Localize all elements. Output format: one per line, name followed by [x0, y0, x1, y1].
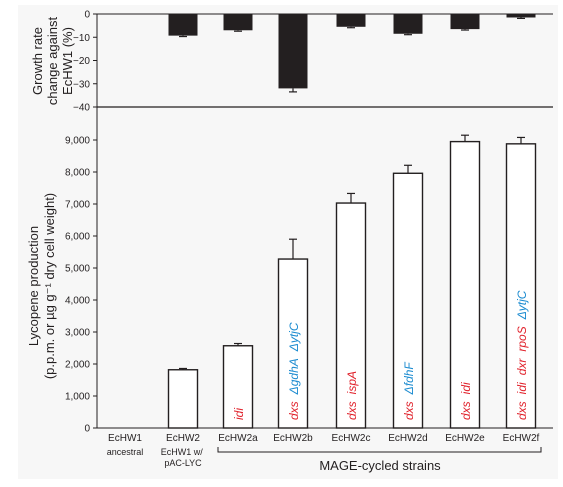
category-label-echw2d: EcHW2d: [388, 433, 427, 444]
category-sublabel-echw1: ancestral: [107, 447, 144, 457]
top-y-tick-label: −30: [73, 79, 90, 90]
bottom-ylabel: Lycopene production (p.p.m. or µg g⁻¹ dr…: [26, 193, 57, 379]
bottom-y-tick-label: 0: [84, 424, 90, 435]
category-label-echw2b: EcHW2b: [273, 433, 313, 444]
top-ylabel: Growth rate change against EcHW1 (%): [30, 17, 75, 106]
gene-label: dxs: [287, 401, 301, 420]
bottom-y-tick-label: 7,000: [65, 200, 90, 211]
lycopene-bar-echw2: [167, 369, 199, 429]
top-y-tick-label: −10: [73, 33, 90, 44]
lycopene-bar-echw2d: [392, 172, 424, 429]
bottom-y-tick-label: 5,000: [65, 264, 90, 275]
lycopene-panel: 0 1,000 2,000 3,000 4,000 5,000 6,000 7,000 8,00…: [65, 107, 553, 435]
gene-label: ΔgdhA: [287, 358, 301, 395]
category-label-echw2a: EcHW2a: [218, 433, 258, 444]
category-label-echw2f: EcHW2f: [503, 433, 540, 444]
gene-annotation: dxs ispA: [345, 371, 359, 420]
gene-label: idi: [232, 408, 246, 420]
gene-label: dxr: [515, 358, 529, 376]
lycopene-bar-echw2c: [335, 202, 367, 429]
top-ylabel-line-2: change against: [45, 17, 60, 106]
top-ylabel-line-3: EcHW1 (%): [60, 27, 75, 95]
gene-label: ispA: [345, 371, 359, 394]
category-sublabel-echw2: EcHW1 w/ pAC-LYC: [161, 447, 206, 468]
bottom-y-tick-label: 8,000: [65, 168, 90, 179]
lycopene-bar-echw2b: [277, 258, 309, 429]
gene-annotation: dxs ΔfdhF: [402, 362, 416, 420]
mage-group-bracket: [217, 447, 542, 453]
category-label-echw2e: EcHW2e: [445, 433, 485, 444]
growth-bar-echw2c: [336, 14, 366, 27]
bottom-ylabel-line-2: (p.p.m. or µg g⁻¹ dry cell weight): [42, 193, 57, 379]
growth-rate-panel: 0 −10 −20 −30 −40: [73, 10, 553, 114]
top-y-tick-label: −40: [73, 103, 90, 114]
category-label-echw2: EcHW2: [166, 433, 200, 444]
growth-bar-echw2e: [450, 14, 480, 30]
gene-label: rpoS: [515, 326, 529, 351]
mage-group-label: MAGE-cycled strains: [319, 458, 441, 473]
growth-bar-echw2b: [278, 14, 308, 89]
bottom-y-tick-label: 2,000: [65, 360, 90, 371]
growth-bar-echw2a: [223, 14, 253, 31]
gene-label: dxs: [345, 401, 359, 420]
top-y-tick-label: −20: [73, 56, 90, 67]
bottom-y-tick-label: 1,000: [65, 392, 90, 403]
bottom-y-tick-label: 3,000: [65, 328, 90, 339]
lycopene-bar-echw2e: [449, 140, 481, 429]
category-label-echw2c: EcHW2c: [332, 433, 371, 444]
gene-annotation: idi: [232, 408, 246, 420]
gene-label: ΔfdhF: [402, 362, 416, 396]
top-y-tick-label: 0: [84, 10, 90, 21]
gene-annotation: dxs idi dxr rpoS ΔytjC: [515, 290, 529, 420]
bottom-ylabel-line-1: Lycopene production: [26, 226, 41, 346]
gene-label: idi: [515, 382, 529, 394]
gene-label: dxs: [459, 401, 473, 420]
growth-bar-echw2f: [506, 14, 536, 18]
gene-label: dxs: [402, 401, 416, 420]
growth-bar-echw2: [168, 14, 198, 36]
gene-annotation: dxs ΔgdhA ΔytjC: [287, 322, 301, 420]
gene-annotation: dxs idi: [459, 382, 473, 420]
gene-label: idi: [459, 382, 473, 394]
lycopene-bar-echw2a: [222, 345, 254, 429]
bottom-y-tick-label: 4,000: [65, 296, 90, 307]
growth-bar-echw2d: [393, 14, 423, 34]
gene-label: dxs: [515, 401, 529, 420]
category-labels: EcHW1 ancestral EcHW2 EcHW1 w/ pAC-LYC E…: [107, 433, 540, 468]
gene-label: ΔytjC: [515, 290, 529, 320]
lycopene-bar-echw2f: [505, 143, 537, 429]
bottom-y-tick-label: 9,000: [65, 136, 90, 147]
category-label-echw1: EcHW1: [108, 433, 142, 444]
bottom-y-tick-label: 6,000: [65, 232, 90, 243]
top-ylabel-line-1: Growth rate: [30, 27, 45, 95]
gene-label: ΔytjC: [287, 322, 301, 352]
